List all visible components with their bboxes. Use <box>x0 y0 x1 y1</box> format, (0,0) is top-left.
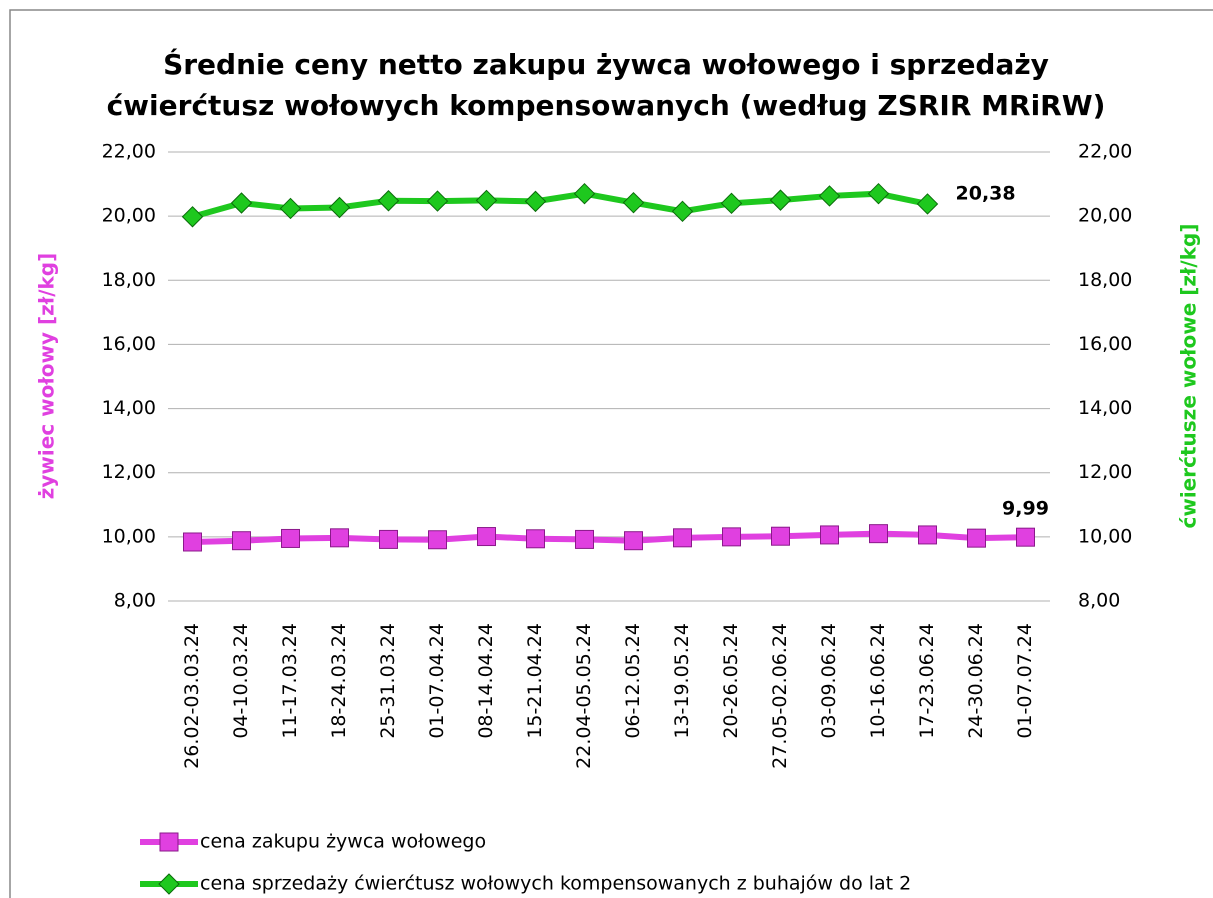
point <box>673 528 692 548</box>
legend-label: cena sprzedaży ćwierćtusz wołowych kompe… <box>200 873 911 895</box>
x-tick-label: 01-07.07.24 <box>1014 623 1036 739</box>
point <box>377 190 400 212</box>
y2-tick-label: 20,00 <box>1078 205 1132 227</box>
point <box>869 524 888 544</box>
point <box>820 525 839 545</box>
data-label: 20,38 <box>956 182 1016 204</box>
x-tick-label: 03-09.06.24 <box>818 623 840 739</box>
legend-label: cena zakupu żywca wołowego <box>200 831 486 853</box>
point <box>526 529 545 549</box>
y-tick-label: 14,00 <box>102 397 156 419</box>
chart-title: Średnie ceny netto zakupu żywca wołowego… <box>163 47 1049 81</box>
point <box>428 530 447 550</box>
point <box>622 191 645 214</box>
point <box>328 196 351 219</box>
point <box>720 192 743 215</box>
y-tick-label: 12,00 <box>102 461 156 483</box>
point <box>967 528 986 548</box>
point <box>916 193 939 215</box>
y-tick-label: 10,00 <box>102 525 156 547</box>
y-tick-label: 20,00 <box>102 205 156 227</box>
chart-title: ćwierćtusz wołowych kompensowanych (wedł… <box>107 89 1106 122</box>
x-tick-label: 25-31.03.24 <box>377 623 399 739</box>
x-tick-label: 08-14.04.24 <box>475 623 497 739</box>
y-axis-title: żywiec wołowy [zł/kg] <box>35 253 59 500</box>
y2-tick-label: 10,00 <box>1078 525 1132 547</box>
x-tick-label: 15-21.04.24 <box>524 623 546 739</box>
point <box>671 200 694 223</box>
y2-tick-label: 22,00 <box>1078 141 1132 163</box>
x-tick-label: 11-17.03.24 <box>279 623 301 739</box>
point <box>624 531 643 551</box>
legend-marker <box>159 832 179 852</box>
y-tick-label: 8,00 <box>114 590 156 612</box>
point <box>1016 527 1035 547</box>
point <box>477 527 496 547</box>
x-tick-label: 27.05-02.06.24 <box>769 623 791 769</box>
y2-tick-label: 8,00 <box>1078 590 1120 612</box>
point <box>524 190 547 213</box>
x-tick-label: 06-12.05.24 <box>622 623 644 739</box>
point <box>573 182 596 205</box>
y2-tick-label: 16,00 <box>1078 333 1132 355</box>
point <box>818 185 841 207</box>
point <box>575 529 594 549</box>
point <box>281 528 300 548</box>
point <box>279 197 302 220</box>
y-tick-label: 16,00 <box>102 333 156 355</box>
point <box>475 189 498 212</box>
frame <box>9 9 1213 898</box>
point <box>722 527 741 547</box>
x-tick-label: 24-30.06.24 <box>965 623 987 739</box>
x-tick-label: 10-16.06.24 <box>867 623 889 739</box>
x-tick-label: 18-24.03.24 <box>328 623 350 739</box>
line <box>191 190 929 220</box>
point <box>867 182 890 205</box>
x-tick-label: 22.04-05.05.24 <box>573 623 595 769</box>
point <box>769 189 792 211</box>
y2-tick-label: 12,00 <box>1078 461 1132 483</box>
x-tick-label: 20-26.05.24 <box>720 623 742 739</box>
x-tick-label: 17-23.06.24 <box>916 623 938 739</box>
legend-marker <box>158 873 180 895</box>
point <box>771 526 790 546</box>
x-tick-label: 04-10.03.24 <box>230 623 252 739</box>
y2-axis-title: ćwierćtusze wołowe [zł/kg] <box>1177 224 1201 529</box>
point <box>230 192 253 214</box>
y2-tick-label: 14,00 <box>1078 397 1132 419</box>
point <box>183 532 202 552</box>
point <box>426 190 449 212</box>
y-tick-label: 18,00 <box>102 269 156 291</box>
point <box>232 531 251 551</box>
point <box>918 525 937 545</box>
data-label: 9,99 <box>1002 498 1049 520</box>
y2-tick-label: 18,00 <box>1078 269 1132 291</box>
x-tick-label: 26.02-03.03.24 <box>181 623 203 769</box>
x-tick-label: 01-07.04.24 <box>426 623 448 739</box>
point <box>379 529 398 549</box>
x-tick-label: 13-19.05.24 <box>671 623 693 739</box>
point <box>181 206 204 228</box>
y-tick-label: 22,00 <box>102 141 156 163</box>
point <box>330 528 349 548</box>
